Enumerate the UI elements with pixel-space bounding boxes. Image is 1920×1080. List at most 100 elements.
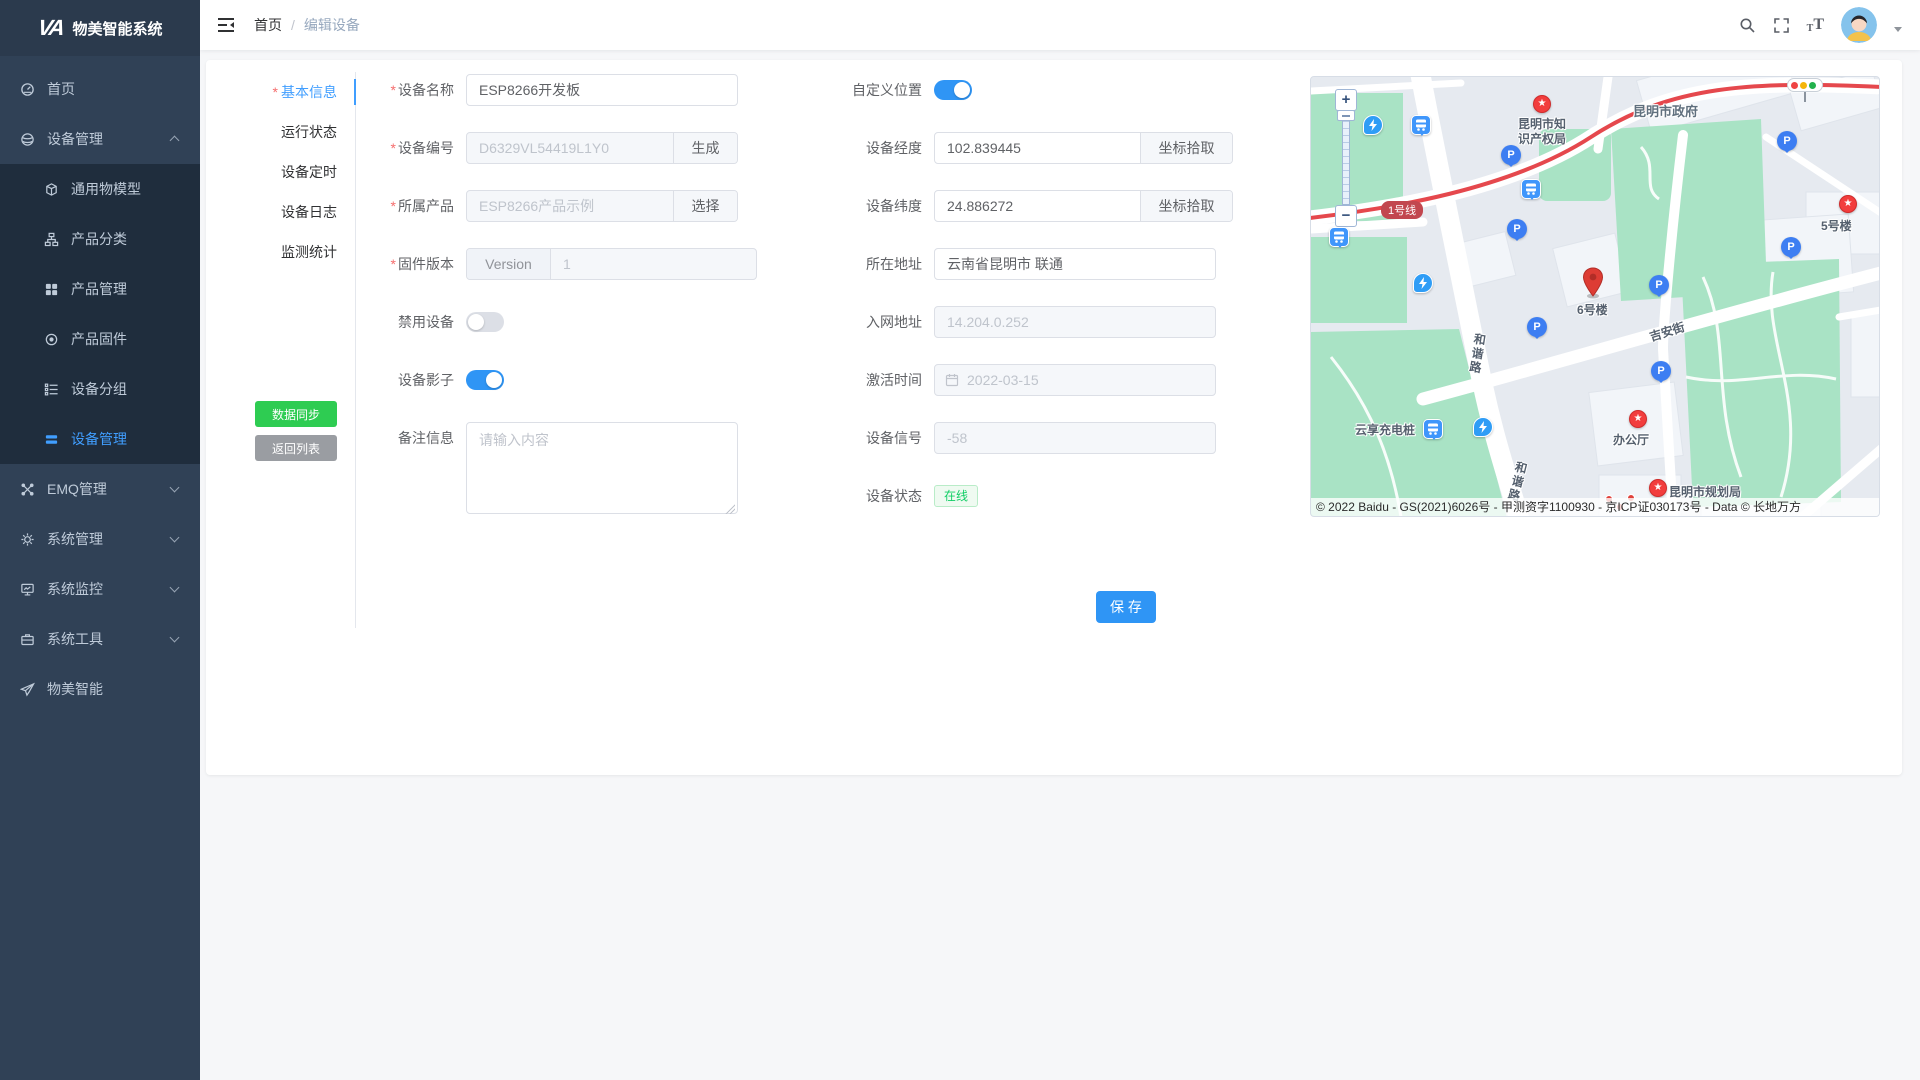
save-button[interactable]: 保 存 <box>1096 591 1156 623</box>
poi-label[interactable]: 昆明市知识产权局 <box>1517 117 1566 146</box>
device-name-input[interactable] <box>467 75 737 105</box>
search-icon[interactable] <box>1739 17 1756 34</box>
parking-icon[interactable]: P <box>1781 237 1801 259</box>
poi-label[interactable]: 昆明市规划局 <box>1669 485 1742 499</box>
app-logo[interactable]: VA 物美智能系统 <box>0 0 200 56</box>
poi-label[interactable]: 云享充电桩 <box>1355 423 1416 437</box>
baidu-map[interactable]: + − 1号线 吉安街 和谐路 和谐路 ★ 昆明市知识产权局 昆明市政府 ★ 5… <box>1310 76 1880 517</box>
active-time-input <box>959 365 1215 395</box>
bus-stop-icon[interactable] <box>1411 115 1431 136</box>
chevron-down-icon <box>169 632 180 643</box>
poi-label[interactable]: 昆明市政府 <box>1633 104 1699 119</box>
disable-device-toggle[interactable] <box>466 312 504 332</box>
charging-station-icon[interactable] <box>1413 273 1433 293</box>
logo-icon: VA <box>35 15 65 40</box>
select-product-button[interactable]: 选择 <box>673 191 737 221</box>
firmware-input <box>551 249 756 279</box>
pick-longitude-button[interactable]: 坐标拾取 <box>1140 133 1232 163</box>
app-title: 物美智能系统 <box>72 20 163 38</box>
collapse-sidebar-icon[interactable] <box>216 15 236 35</box>
tab-device-log[interactable]: 设备日志 <box>281 204 337 220</box>
content-area: * 基本信息 运行状态 设备定时 设备日志 监测统计 数据同步 返回列表 * 设备名… <box>200 50 1920 1080</box>
sidebar: VA 物美智能系统 首页 设备管理 通用物模型 产品分类 产品管理 <box>0 0 200 1080</box>
data-sync-button[interactable]: 数据同步 <box>255 401 337 427</box>
status-badge: 在线 <box>934 485 979 507</box>
parking-icon[interactable]: P <box>1651 361 1671 383</box>
sidebar-item-product-firmware[interactable]: 产品固件 <box>0 314 200 364</box>
device-shadow-toggle[interactable] <box>466 370 504 390</box>
poi-label[interactable]: 办公厅 <box>1613 433 1650 447</box>
sidebar-item-thing-model[interactable]: 通用物模型 <box>0 164 200 214</box>
address-input[interactable] <box>935 249 1215 279</box>
tab-monitor-stats[interactable]: 监测统计 <box>281 244 337 260</box>
generate-button[interactable]: 生成 <box>673 133 737 163</box>
parking-icon[interactable]: P <box>1649 275 1669 297</box>
sidebar-item-label: 设备管理 <box>71 431 127 447</box>
pick-latitude-button[interactable]: 坐标拾取 <box>1140 191 1232 221</box>
map-zoom-slider-handle[interactable] <box>1337 110 1355 121</box>
signal-label: 设备信号 <box>866 430 922 446</box>
remark-textarea[interactable] <box>466 422 738 514</box>
chevron-down-icon <box>169 582 180 593</box>
firmware-label: 固件版本 <box>398 256 454 272</box>
tree-icon <box>44 232 59 246</box>
tab-device-timer[interactable]: 设备定时 <box>281 164 337 180</box>
parking-icon[interactable]: P <box>1777 131 1797 153</box>
sidebar-item-system-management[interactable]: 系统管理 <box>0 514 200 564</box>
fullscreen-icon[interactable] <box>1773 17 1790 34</box>
sidebar-item-device-management[interactable]: 设备管理 <box>0 114 200 164</box>
traffic-light-icon <box>1787 78 1823 102</box>
bus-stop-icon[interactable] <box>1329 227 1349 248</box>
sidebar-nav: 首页 设备管理 通用物模型 产品分类 产品管理 产品固件 <box>0 56 200 714</box>
avatar[interactable] <box>1841 7 1877 43</box>
latitude-input[interactable] <box>935 191 1140 221</box>
sidebar-item-system-monitor[interactable]: 系统监控 <box>0 564 200 614</box>
chevron-up-icon <box>169 135 180 146</box>
sidebar-item-label: 系统监控 <box>47 581 103 597</box>
map-zoom-out-button[interactable]: − <box>1335 205 1357 227</box>
parking-icon[interactable]: P <box>1501 145 1521 167</box>
charging-station-icon[interactable] <box>1363 115 1383 135</box>
poi-star-icon[interactable]: ★ <box>1649 479 1667 497</box>
address-row: 所在地址 <box>766 248 1216 280</box>
sidebar-item-emq[interactable]: EMQ管理 <box>0 464 200 514</box>
chevron-down-icon[interactable] <box>1894 26 1902 36</box>
sidebar-item-device-group[interactable]: 设备分组 <box>0 364 200 414</box>
disable-device-row: 禁用设备 <box>356 306 738 338</box>
poi-label[interactable]: 5号楼 <box>1821 219 1852 233</box>
parking-icon[interactable]: P <box>1507 219 1527 241</box>
form-left-column: *设备名称 *设备编号 生成 *所属产品 选择 *固件版本 Version 禁用… <box>356 74 757 545</box>
sidebar-item-system-tools[interactable]: 系统工具 <box>0 614 200 664</box>
toolbox-icon <box>21 633 34 645</box>
tab-basic-info[interactable]: * 基本信息 <box>242 72 356 112</box>
device-shadow-label: 设备影子 <box>398 372 454 388</box>
sidebar-item-home[interactable]: 首页 <box>0 64 200 114</box>
parking-icon[interactable]: P <box>1527 317 1547 339</box>
poi-star-icon[interactable]: ★ <box>1629 410 1647 428</box>
resize-handle[interactable] <box>725 504 735 514</box>
map-copyright: © 2022 Baidu - GS(2021)6026号 - 甲测资字11009… <box>1311 498 1879 516</box>
remark-label: 备注信息 <box>398 430 454 446</box>
longitude-input[interactable] <box>935 133 1140 163</box>
group-icon <box>44 383 58 395</box>
grid-icon <box>45 283 58 295</box>
poi-label[interactable]: 6号楼 <box>1577 303 1608 317</box>
sidebar-item-wumei-smart[interactable]: 物美智能 <box>0 664 200 714</box>
sidebar-item-label: EMQ管理 <box>47 481 107 497</box>
bus-stop-icon[interactable] <box>1521 179 1541 200</box>
device-no-row: *设备编号 生成 <box>356 132 738 164</box>
charging-station-icon[interactable] <box>1473 417 1493 437</box>
poi-star-icon[interactable]: ★ <box>1839 195 1857 213</box>
map-zoom-in-button[interactable]: + <box>1335 89 1357 111</box>
tab-run-status[interactable]: 运行状态 <box>281 124 337 140</box>
poi-star-icon[interactable]: ★ <box>1533 95 1551 113</box>
back-to-list-button[interactable]: 返回列表 <box>255 435 337 461</box>
breadcrumb-home[interactable]: 首页 <box>254 17 282 33</box>
sidebar-item-device-management-sub[interactable]: 设备管理 <box>0 414 200 464</box>
sidebar-item-product-category[interactable]: 产品分类 <box>0 214 200 264</box>
sidebar-item-product-management[interactable]: 产品管理 <box>0 264 200 314</box>
custom-location-toggle[interactable] <box>934 80 972 100</box>
map-zoom-slider-track[interactable] <box>1342 113 1350 205</box>
bus-stop-icon[interactable] <box>1423 419 1443 440</box>
